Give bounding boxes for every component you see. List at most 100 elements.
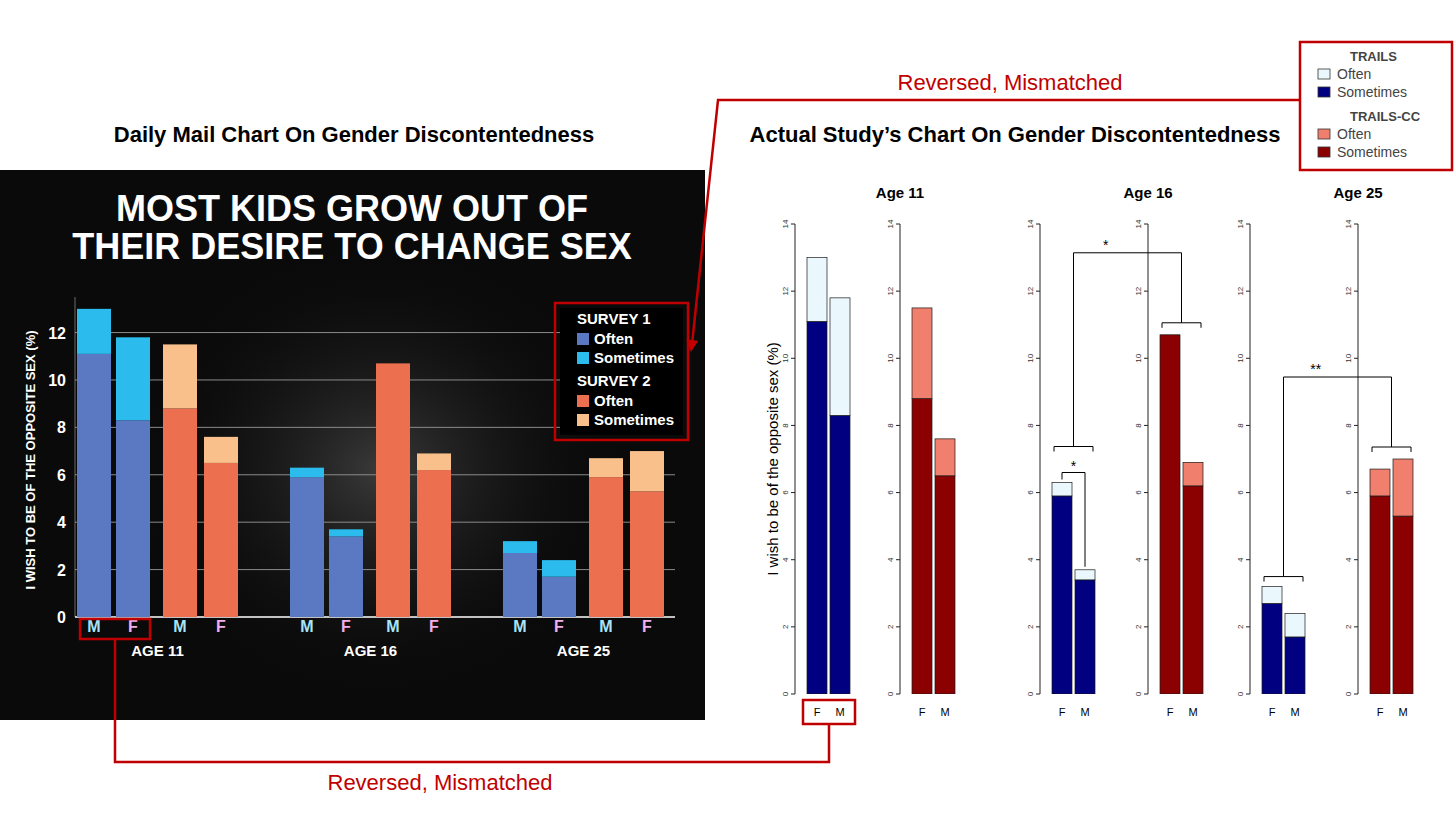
tick-mark [1354,358,1358,359]
y-tick-label: 4 [1026,557,1035,562]
y-axis-line [1148,224,1149,694]
y-tick-label: 6 [1134,490,1143,495]
y-tick-label: 10 [1134,353,1143,362]
x-tick-label: M [513,618,526,635]
tick-mark [1144,559,1148,560]
bar-segment [830,415,850,694]
legend-group-title: TRAILS-CC [1350,109,1421,124]
legend-label: Often [1337,126,1371,142]
tick-mark [1036,694,1040,695]
tick-mark [1354,224,1358,225]
y-tick-label: 12 [48,325,66,342]
y-tick-label: 8 [886,423,895,428]
y-axis-title: I WISH TO BE OF THE OPPOSITE SEX (%) [23,330,38,589]
tick-mark [1036,358,1040,359]
highlight-box [803,700,855,724]
y-tick-label: 8 [781,423,790,428]
bar-segment [329,536,363,617]
tick-mark [791,224,795,225]
significance-bracket [1054,447,1093,452]
y-axis-line [1250,224,1251,694]
bar-segment [1393,459,1413,516]
tick-mark [1246,425,1250,426]
y-tick-label: 12 [1344,286,1353,295]
chart-title: MOST KIDS GROW OUT OFTHEIR DESIRE TO CHA… [72,188,631,267]
significance-bracket [1062,473,1085,567]
tick-mark [1354,492,1358,493]
x-tick-label: F [1269,706,1276,718]
bar-segment [542,560,576,577]
legend-label: Often [1337,66,1371,82]
tick-mark [1036,425,1040,426]
y-axis-line [900,224,901,694]
y-tick-label: 0 [1026,691,1035,696]
x-tick-label: F [1059,706,1066,718]
x-tick-label: F [814,706,821,718]
legend-label: Sometimes [1337,144,1407,160]
tick-mark [1036,492,1040,493]
legend-group-title: SURVEY 2 [577,372,651,389]
group-label: AGE 16 [344,642,397,659]
x-tick-label: F [341,618,351,635]
tick-mark [791,358,795,359]
y-axis-line [1358,224,1359,694]
y-tick-label: 4 [781,557,790,562]
y-tick-label: 4 [1236,557,1245,562]
legend-background [560,308,683,435]
bar-segment [77,309,111,354]
y-tick-label: 14 [1236,219,1245,228]
y-axis-line [795,224,796,694]
tick-mark [1144,492,1148,493]
page: Daily Mail Chart On Gender Discontentedn… [0,0,1456,815]
tick-mark [896,291,900,292]
title-line: THEIR DESIRE TO CHANGE SEX [72,226,631,267]
tick-mark [896,492,900,493]
panel-title: Age 16 [1123,184,1172,201]
bar-segment [589,458,623,477]
legend-label: Sometimes [594,349,674,366]
panel-title: Age 11 [876,184,924,201]
bar-segment [1262,603,1282,694]
bar-segment [807,258,827,322]
legend-group-title: SURVEY 1 [577,310,651,327]
bar-segment [1160,334,1180,335]
y-tick-label: 0 [1344,691,1353,696]
x-tick-label: M [599,618,612,635]
y-tick-label: 4 [57,514,66,531]
tick-mark [1036,559,1040,560]
bar-segment [116,337,150,420]
y-tick-label: 12 [1026,286,1035,295]
y-tick-label: 12 [886,286,895,295]
tick-mark [896,694,900,695]
legend-label: Often [594,392,633,409]
bar-segment [417,470,451,617]
bar-segment [1262,587,1282,604]
x-tick-label: M [940,706,949,718]
bar-segment [376,363,410,617]
tick-mark [1036,626,1040,627]
legend-label: Often [594,330,633,347]
annotation-line [115,639,829,762]
tick-mark [1246,694,1250,695]
y-tick-label: 8 [1236,423,1245,428]
y-tick-label: 4 [1134,557,1143,562]
legend-label: Sometimes [594,411,674,428]
bar-segment [589,477,623,617]
y-tick-label: 8 [1026,423,1035,428]
tick-mark [1354,559,1358,560]
bar-segment [542,577,576,617]
x-tick-label: M [1188,706,1197,718]
legend-swatch [577,333,589,345]
tick-mark [791,694,795,695]
annotation-label: Reversed, Mismatched [898,70,1123,95]
tick-mark [791,291,795,292]
legend-swatch [577,395,589,407]
bar-segment [912,308,932,399]
legend-swatch [1318,147,1330,157]
legend-background [1302,44,1450,168]
y-tick-label: 10 [1026,353,1035,362]
y-tick-label: 6 [1344,490,1353,495]
tick-mark [1354,694,1358,695]
x-tick-label: M [300,618,313,635]
tick-mark [896,626,900,627]
